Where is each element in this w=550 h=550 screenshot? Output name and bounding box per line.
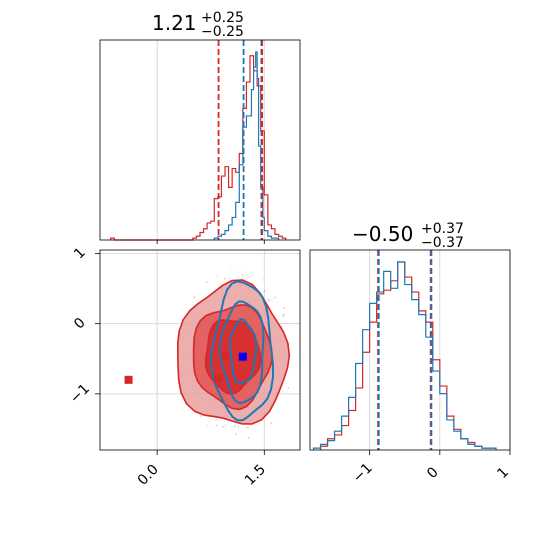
sample-point bbox=[262, 277, 264, 279]
sample-point bbox=[247, 437, 250, 439]
contour-blue-1 bbox=[218, 300, 265, 405]
sample-point bbox=[246, 426, 249, 429]
sample-point bbox=[269, 300, 271, 302]
top-title-minus: −0.25 bbox=[201, 24, 244, 40]
marker-point bbox=[238, 352, 247, 361]
x-tick-label: 0 bbox=[424, 464, 442, 482]
x-tick-label: 1.5 bbox=[242, 462, 269, 489]
sample-point bbox=[287, 387, 290, 389]
sample-point bbox=[205, 281, 208, 284]
histogram-series-1 bbox=[213, 51, 280, 240]
sample-point bbox=[215, 424, 218, 427]
sample-point bbox=[263, 290, 266, 292]
scatter-panel: 0.0 1.5 1 0 −1 bbox=[67, 245, 301, 489]
sample-point bbox=[271, 298, 273, 301]
axes-frame bbox=[309, 249, 511, 451]
contour-blue-2 bbox=[228, 318, 258, 385]
y-tick-label: 0 bbox=[71, 315, 89, 333]
histogram-series-0 bbox=[319, 261, 497, 450]
y-tick-label: −1 bbox=[67, 381, 93, 407]
y-tick-label: 1 bbox=[71, 245, 89, 263]
sample-point bbox=[274, 296, 277, 299]
marker-point bbox=[124, 375, 133, 384]
x-tick-label: 0.0 bbox=[135, 462, 162, 489]
histogram-series-1 bbox=[312, 261, 497, 450]
sample-point bbox=[225, 423, 228, 426]
sample-point bbox=[224, 277, 226, 280]
sample-point bbox=[216, 274, 218, 277]
sample-point bbox=[228, 277, 231, 279]
sample-point bbox=[215, 419, 218, 421]
marker-point bbox=[221, 351, 229, 360]
sample-point bbox=[222, 425, 224, 428]
sample-point bbox=[282, 390, 285, 393]
axes-frame bbox=[99, 249, 301, 451]
top-title-plus: +0.25 bbox=[201, 10, 244, 26]
sample-point bbox=[267, 299, 270, 301]
sample-point bbox=[229, 268, 231, 270]
sample-point bbox=[237, 426, 240, 428]
sample-point bbox=[241, 274, 244, 276]
sample-point bbox=[270, 422, 273, 424]
sample-point bbox=[267, 298, 270, 300]
x-tick-label: −1 bbox=[350, 460, 376, 486]
axes-frame bbox=[99, 39, 301, 241]
x-tick-label: 1 bbox=[494, 464, 512, 482]
sample-point bbox=[206, 424, 208, 427]
sample-point bbox=[277, 410, 279, 413]
top-title-value: 1.21 bbox=[152, 11, 197, 35]
sample-point bbox=[193, 296, 196, 298]
sample-point bbox=[282, 315, 285, 318]
histogram-series-0 bbox=[110, 55, 287, 241]
right-title-minus: −0.37 bbox=[421, 235, 464, 251]
right-title-plus: +0.37 bbox=[421, 221, 464, 237]
sample-point bbox=[200, 415, 202, 417]
histogram-panel-right: −0.50 +0.37 −0.37 −1 0 1 bbox=[309, 221, 512, 486]
sample-point bbox=[283, 313, 286, 316]
contour-blue-0 bbox=[210, 280, 275, 422]
marker-point bbox=[213, 374, 222, 383]
right-title-value: −0.50 bbox=[352, 222, 413, 246]
sample-point bbox=[234, 425, 236, 428]
sample-point bbox=[235, 432, 237, 435]
sample-point bbox=[282, 315, 284, 317]
sample-point bbox=[283, 307, 285, 309]
sample-point bbox=[238, 271, 241, 273]
histogram-panel-top: 1.21 +0.25 −0.25 bbox=[99, 10, 301, 244]
